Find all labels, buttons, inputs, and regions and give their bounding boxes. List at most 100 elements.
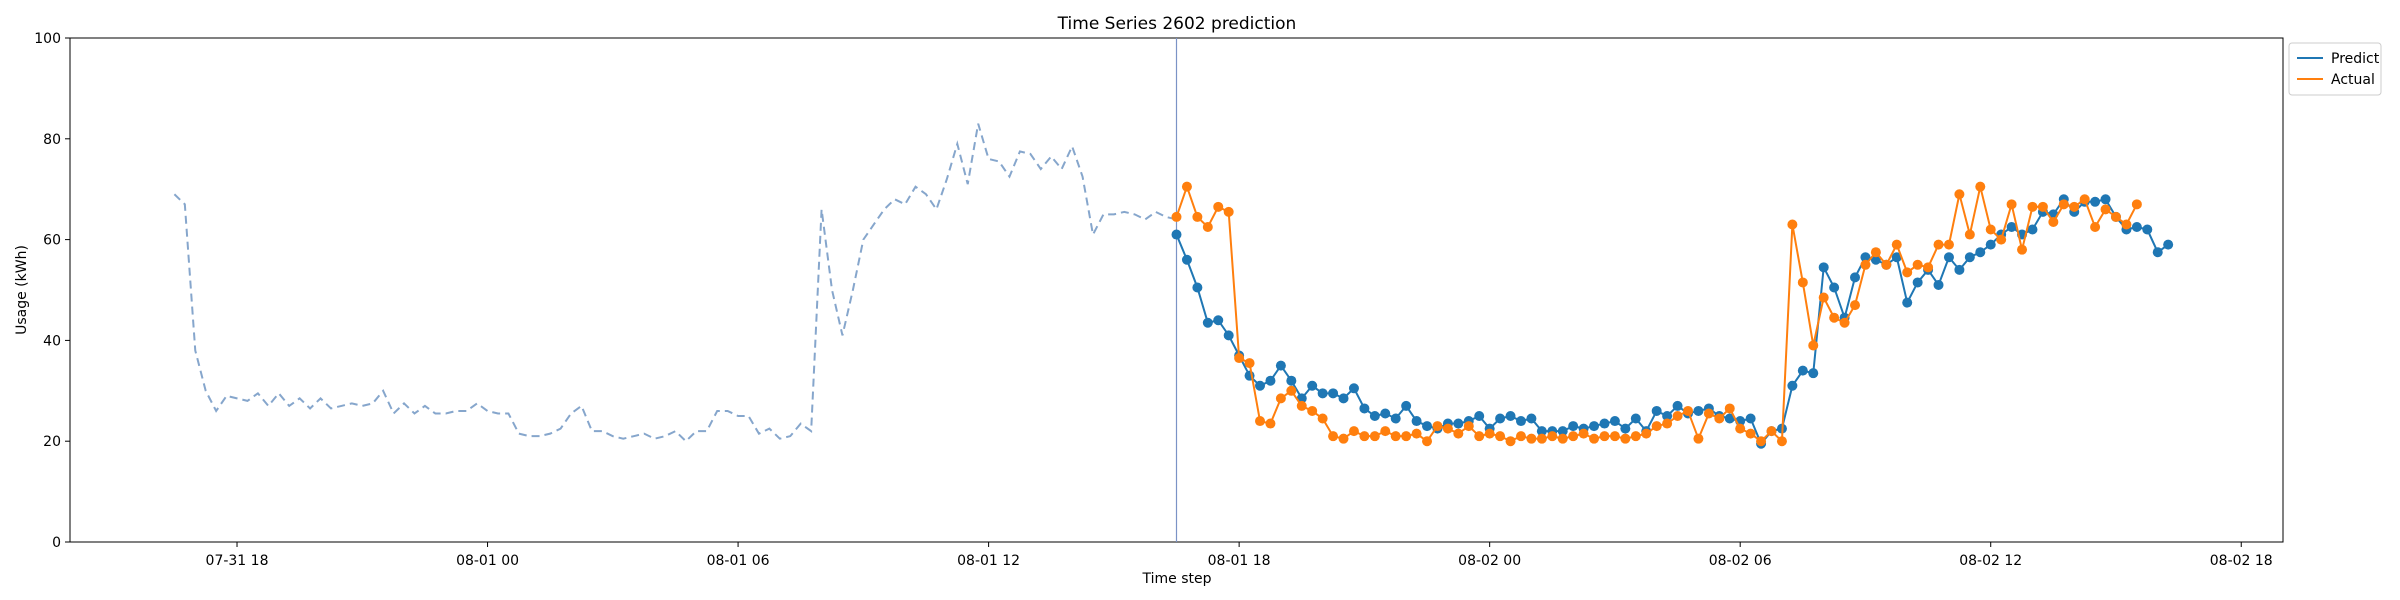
actual-point [2027,201,2038,212]
actual-point [1411,428,1422,439]
actual-point [1380,426,1391,437]
x-tick-label: 08-01 00 [456,553,519,569]
predict-point [1526,413,1537,424]
predict-point [1474,411,1485,421]
actual-point [1954,189,1965,200]
actual-point [1192,211,1203,222]
actual-point [1860,259,1871,270]
predict-point [2163,239,2174,250]
x-tick-label: 08-02 12 [1959,553,2022,569]
actual-point [1609,431,1620,442]
actual-point [1964,229,1975,240]
x-tick-label: 08-02 18 [2210,553,2273,569]
actual-point [1975,181,1986,192]
predict-point [1651,405,1662,416]
predict-point [1348,383,1359,394]
x-tick-label: 08-01 12 [957,553,1020,569]
actual-point [1547,431,1558,442]
actual-point [1317,413,1328,424]
actual-point [1557,433,1568,444]
predict-point [1495,413,1506,424]
actual-point [1328,431,1339,442]
predict-point [2131,222,2142,232]
actual-line [1175,183,2138,444]
predict-point [2100,194,2111,205]
actual-point [1912,259,1923,270]
predict-point [1536,426,1547,437]
predict-point [1662,411,1673,421]
predict-point [1181,254,1192,265]
x-tick-label: 07-31 18 [206,553,269,569]
actual-point [1599,431,1610,442]
predict-point [1369,411,1380,421]
predict-point [1568,421,1579,432]
actual-point [1505,436,1516,447]
predict-point [1275,360,1286,371]
predict-point [1975,247,1986,258]
predict-point [1286,375,1297,386]
actual-point [1683,405,1693,416]
actual-point [1985,224,1996,235]
actual-point [1296,400,1307,411]
predict-point [1850,272,1861,283]
actual-point [2090,222,2101,232]
predict-point [1401,400,1412,411]
actual-point [1776,436,1787,447]
actual-point [1996,234,2007,245]
predict-point [1870,254,1881,265]
actual-point [2037,201,2048,212]
predict-point [2027,224,2038,235]
x-tick-label: 08-01 18 [1208,553,1271,569]
actual-point [1275,393,1286,404]
predict-point [1505,411,1516,421]
legend-label-actual: Actual [2331,72,2375,88]
predict-point [1328,388,1339,399]
actual-point [1307,405,1318,416]
actual-point [1902,267,1913,278]
predict-point [1693,405,1704,416]
predict-point [1912,277,1923,288]
actual-point [1808,340,1819,351]
actual-point [1745,428,1756,439]
actual-point [2006,199,2017,210]
actual-point [1620,433,1631,444]
predict-point [1630,413,1641,424]
x-tick-label: 08-01 06 [707,553,770,569]
actual-point [1474,431,1485,442]
actual-point [2058,199,2069,210]
predict-point [1515,416,1526,427]
actual-point [1589,433,1600,444]
predict-point [1307,380,1318,391]
actual-point [1484,428,1495,439]
actual-point [1202,222,1213,232]
actual-point [1641,428,1652,439]
actual-point [1818,292,1829,303]
predict-point [1860,252,1871,263]
predict-point [1943,252,1954,263]
predict-point [1192,282,1203,293]
actual-point [1923,262,1934,273]
actual-point [1348,426,1359,437]
actual-point [1881,259,1892,270]
legend: Predict Actual [2288,42,2382,96]
x-tick-label: 08-02 00 [1458,553,1521,569]
predict-point [1620,423,1631,434]
predict-point [1797,365,1808,376]
actual-point [1265,418,1276,429]
actual-point [1568,431,1579,442]
actual-point [1526,433,1537,444]
y-tick-label: 0 [52,535,61,551]
y-tick-label: 20 [43,434,61,450]
predict-point [1724,413,1735,424]
actual-point [2079,194,2090,205]
actual-point [2048,216,2059,227]
actual-point [1578,428,1589,439]
actual-point [1630,431,1641,442]
actual-point [1390,431,1401,442]
actual-point [2131,199,2142,210]
actual-point [1850,300,1861,311]
actual-point [1369,431,1380,442]
predict-point [1202,317,1213,328]
y-tick-label: 60 [43,233,61,249]
